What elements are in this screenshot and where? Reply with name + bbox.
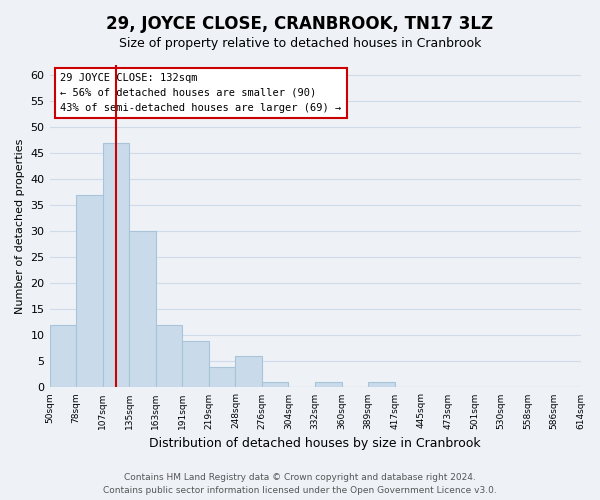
Bar [129,232,156,388]
Bar [182,340,209,388]
X-axis label: Distribution of detached houses by size in Cranbrook: Distribution of detached houses by size … [149,437,481,450]
Text: 29 JOYCE CLOSE: 132sqm
← 56% of detached houses are smaller (90)
43% of semi-det: 29 JOYCE CLOSE: 132sqm ← 56% of detached… [60,73,341,112]
Bar [209,366,235,388]
Bar [315,382,341,388]
Bar [156,325,182,388]
Bar [50,325,76,388]
Text: Contains HM Land Registry data © Crown copyright and database right 2024.
Contai: Contains HM Land Registry data © Crown c… [103,473,497,495]
Bar [235,356,262,388]
Text: 29, JOYCE CLOSE, CRANBROOK, TN17 3LZ: 29, JOYCE CLOSE, CRANBROOK, TN17 3LZ [106,15,494,33]
Bar [103,143,129,388]
Bar [262,382,289,388]
Bar [368,382,395,388]
Bar [76,195,103,388]
Y-axis label: Number of detached properties: Number of detached properties [15,138,25,314]
Text: Size of property relative to detached houses in Cranbrook: Size of property relative to detached ho… [119,38,481,51]
